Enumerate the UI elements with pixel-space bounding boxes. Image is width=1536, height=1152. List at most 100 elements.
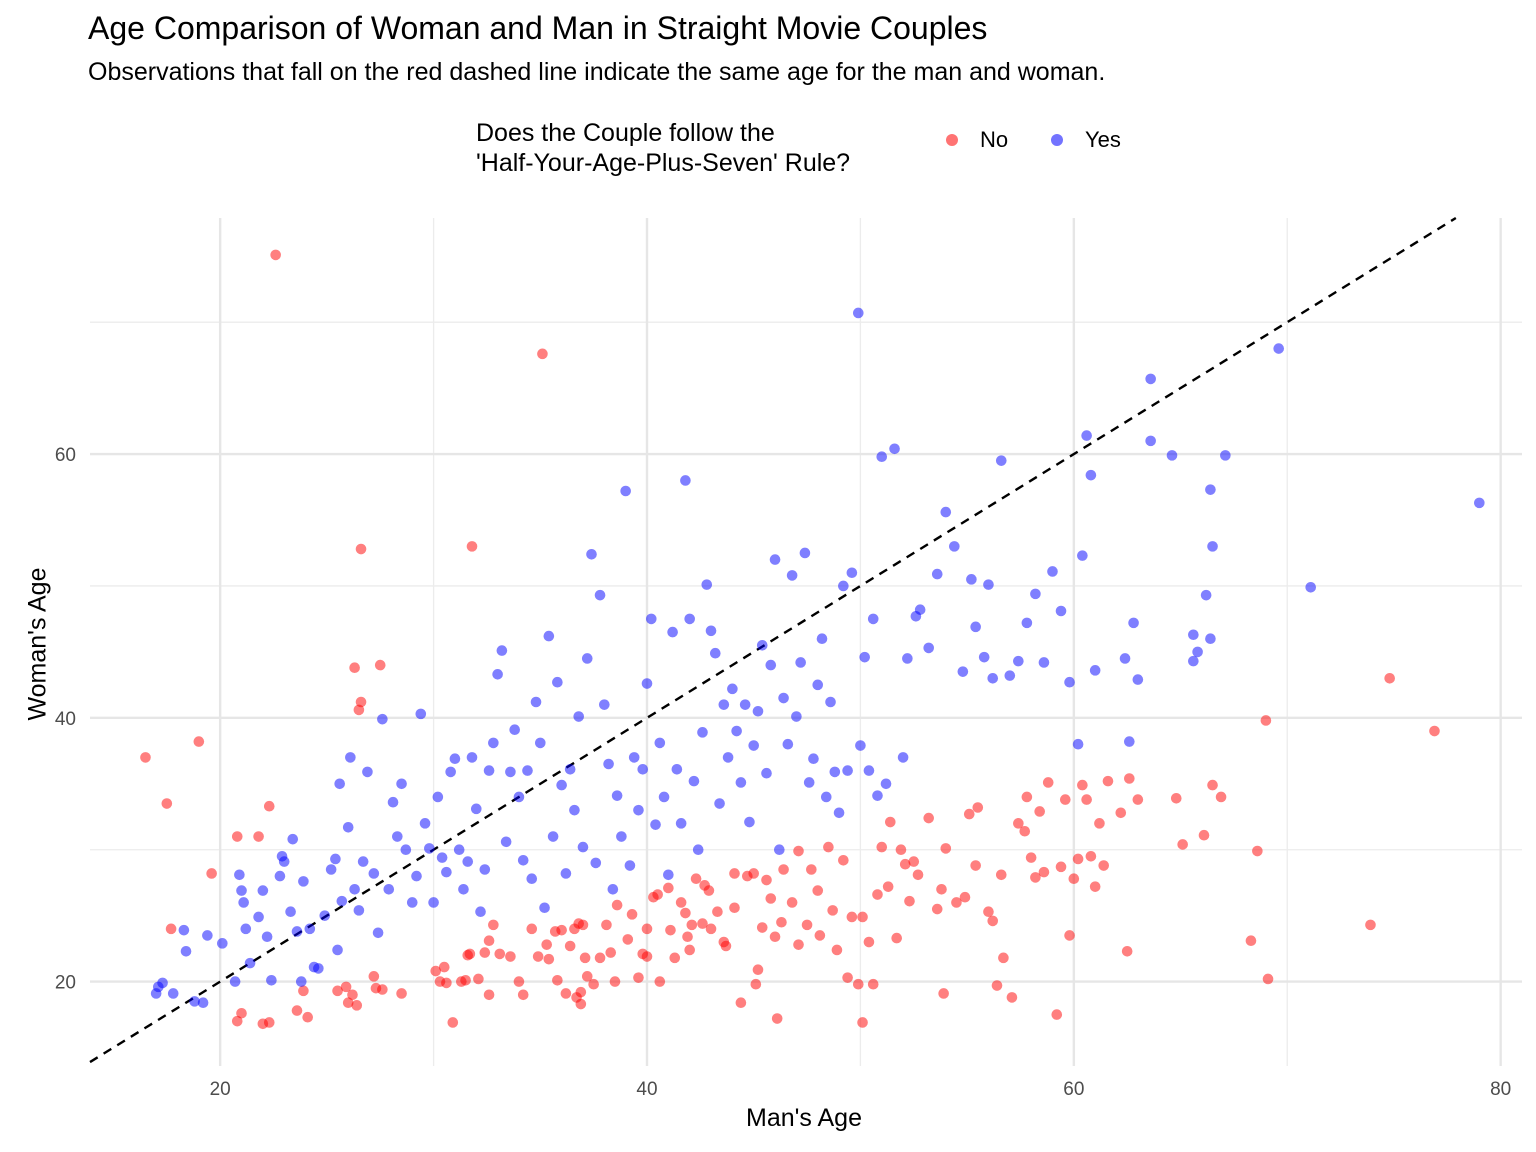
data-point-yes	[1124, 736, 1135, 747]
data-point-yes	[714, 798, 725, 809]
data-point-yes	[718, 699, 730, 710]
data-point-yes	[505, 766, 516, 778]
data-point-yes	[1119, 653, 1131, 664]
data-point-yes	[735, 777, 747, 788]
data-point-no	[575, 986, 587, 998]
series-no	[140, 249, 1440, 1030]
data-point-yes	[330, 853, 341, 865]
data-point-yes	[820, 791, 832, 803]
data-point-yes	[577, 841, 589, 853]
data-point-yes	[752, 705, 764, 717]
data-point-yes	[825, 696, 836, 708]
data-point-no	[1102, 775, 1114, 787]
data-point-no	[951, 897, 962, 908]
data-point-no	[206, 868, 217, 879]
data-point-no	[748, 868, 760, 879]
data-point-no	[1252, 845, 1263, 857]
x-tick-label: 40	[636, 1079, 657, 1100]
data-point-yes	[500, 836, 512, 848]
data-point-yes	[846, 567, 858, 579]
data-point-no	[1124, 773, 1135, 784]
data-point-no	[355, 696, 367, 708]
data-point-yes	[1055, 605, 1067, 617]
data-point-no	[298, 985, 309, 997]
data-point-no	[611, 899, 623, 911]
data-point-yes	[624, 860, 636, 871]
data-point-no	[652, 889, 663, 900]
data-point-no	[972, 802, 984, 813]
data-point-yes	[295, 976, 307, 987]
data-point-no	[729, 868, 740, 879]
data-point-no	[231, 831, 243, 842]
data-point-yes	[244, 957, 256, 969]
data-point-yes	[1145, 435, 1156, 447]
data-point-yes	[808, 753, 819, 765]
data-point-no	[936, 883, 947, 895]
data-point-yes	[466, 752, 478, 763]
data-point-no	[801, 919, 813, 931]
data-point-yes	[607, 883, 619, 895]
data-point-no	[682, 931, 693, 943]
data-point-yes	[633, 804, 644, 816]
chart-subtitle: Observations that fall on the red dashed…	[88, 58, 1106, 86]
data-point-no	[1068, 873, 1080, 885]
data-point-no	[342, 997, 354, 1008]
data-point-no	[697, 918, 708, 929]
data-point-yes	[547, 831, 559, 842]
data-point-yes	[684, 613, 695, 625]
data-point-yes	[1128, 617, 1139, 629]
data-point-yes	[197, 997, 209, 1008]
data-point-no	[236, 1007, 247, 1019]
data-point-yes	[859, 651, 870, 663]
data-point-no	[347, 989, 358, 1001]
data-point-no	[641, 923, 653, 935]
data-point-yes	[236, 885, 247, 896]
data-point-yes	[217, 938, 228, 949]
data-point-no	[601, 919, 612, 931]
data-point-no	[473, 973, 484, 985]
data-point-no	[1059, 794, 1071, 805]
data-point-yes	[680, 475, 691, 486]
data-point-no	[1051, 1009, 1063, 1020]
data-point-no	[588, 978, 599, 990]
data-point-no	[253, 831, 264, 842]
data-point-no	[793, 845, 804, 857]
data-point-no	[690, 873, 702, 885]
identity-reference-line	[89, 216, 1457, 1064]
data-point-no	[438, 961, 450, 973]
data-point-yes	[332, 944, 343, 956]
data-point-yes	[543, 630, 555, 642]
data-point-no	[904, 895, 915, 907]
data-point-yes	[731, 725, 742, 737]
data-point-yes	[931, 568, 943, 580]
data-point-yes	[1030, 588, 1041, 600]
data-point-yes	[1085, 469, 1097, 481]
data-point-yes	[1192, 646, 1203, 658]
data-point-yes	[1205, 484, 1216, 495]
data-point-yes	[362, 766, 373, 778]
data-point-no	[806, 864, 817, 875]
data-point-no	[867, 978, 879, 990]
data-point-yes	[966, 574, 977, 585]
data-point-yes	[786, 570, 798, 581]
y-tick-label: 60	[55, 445, 76, 466]
legend-item-yes: Yes	[1051, 127, 1121, 153]
data-point-yes	[756, 639, 768, 651]
data-point-no	[488, 919, 499, 931]
data-point-yes	[1089, 665, 1101, 676]
data-point-no	[355, 543, 367, 555]
data-point-no	[970, 860, 981, 871]
data-point-no	[441, 977, 452, 989]
data-point-yes	[722, 752, 734, 763]
data-point-yes	[396, 778, 407, 790]
data-point-yes	[1145, 373, 1156, 385]
data-point-yes	[377, 713, 388, 725]
data-point-yes	[392, 831, 403, 842]
data-point-no	[857, 1017, 868, 1028]
data-point-no	[537, 348, 548, 360]
data-point-no	[291, 1005, 303, 1016]
data-point-yes	[829, 766, 841, 778]
data-point-no	[786, 897, 798, 908]
data-point-yes	[441, 866, 452, 878]
data-point-no	[594, 952, 606, 964]
